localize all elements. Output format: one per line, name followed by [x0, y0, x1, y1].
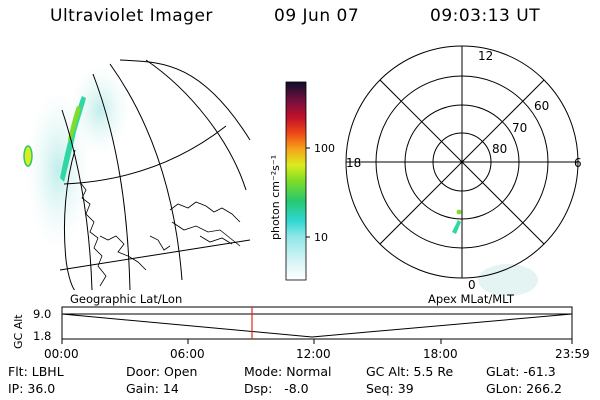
mlt-label-12: 12: [478, 49, 493, 63]
status-seq: Seq: 39: [366, 381, 414, 396]
status-glon: GLon: 266.2: [486, 381, 562, 396]
altitude-y-tick: 9.0: [33, 307, 51, 321]
altitude-x-tick-label: 18:00: [423, 347, 458, 361]
mlt-label-0: 0: [468, 278, 476, 292]
mlat-label-60: 60: [534, 99, 549, 113]
colorbar-unit-label: photon cm⁻²s⁻¹: [269, 155, 282, 240]
status-door: Door: Open: [126, 364, 198, 379]
status-filter: Flt: LBHL: [8, 364, 64, 379]
aurora-spot: [452, 220, 461, 234]
altitude-y-tick: 1.8: [33, 329, 51, 343]
aurora-spot: [456, 209, 462, 215]
polar-map: [345, 45, 579, 296]
aurora-glow: [478, 264, 538, 296]
mlat-label-70: 70: [512, 121, 527, 135]
mlt-label-6: 6: [574, 156, 582, 170]
status-glat: GLat: -61.3: [486, 364, 556, 379]
aurora-arc-core: [68, 106, 81, 142]
altitude-x-tick-label: 00:00: [44, 347, 79, 361]
altitude-axis-label: GC Alt: [12, 314, 25, 349]
geographic-map: [23, 59, 251, 290]
mlt-label-18: 18: [346, 156, 361, 170]
colorbar-tick-label: 10: [314, 231, 328, 244]
polar-axis-diag: [379, 79, 545, 245]
coastline: [79, 181, 241, 287]
instrument-title: Ultraviolet Imager: [50, 6, 213, 26]
polar-panel-label: Apex MLat/MLT: [428, 292, 515, 306]
altitude-plot-frame: [61, 306, 573, 340]
time-label: 09:03:13 UT: [430, 6, 541, 26]
altitude-x-tick-label: 23:59: [555, 347, 590, 361]
status-ip: IP: 36.0: [8, 381, 56, 396]
colorbar-tick-label: 100: [314, 142, 335, 155]
status-gc-alt: GC Alt: 5.5 Re: [366, 364, 454, 379]
status-gain: Gain: 14: [126, 381, 179, 396]
status-dsp: Dsp: -8.0: [244, 381, 309, 396]
altitude-x-tick-label: 06:00: [170, 347, 205, 361]
colorbar: [285, 81, 307, 281]
altitude-curve: [61, 313, 573, 338]
altitude-x-tick-label: 12:00: [296, 347, 331, 361]
altitude-plot: [61, 306, 573, 344]
aurora-glow: [70, 65, 130, 155]
date-label: 09 Jun 07: [274, 6, 360, 26]
aurora-arc: [60, 96, 86, 182]
aurora-spot: [23, 145, 33, 167]
geo-panel-label: Geographic Lat/Lon: [70, 292, 182, 306]
mlat-label-80: 80: [492, 142, 507, 156]
altitude-x-ticks: [61, 339, 573, 344]
status-mode: Mode: Normal: [244, 364, 332, 379]
